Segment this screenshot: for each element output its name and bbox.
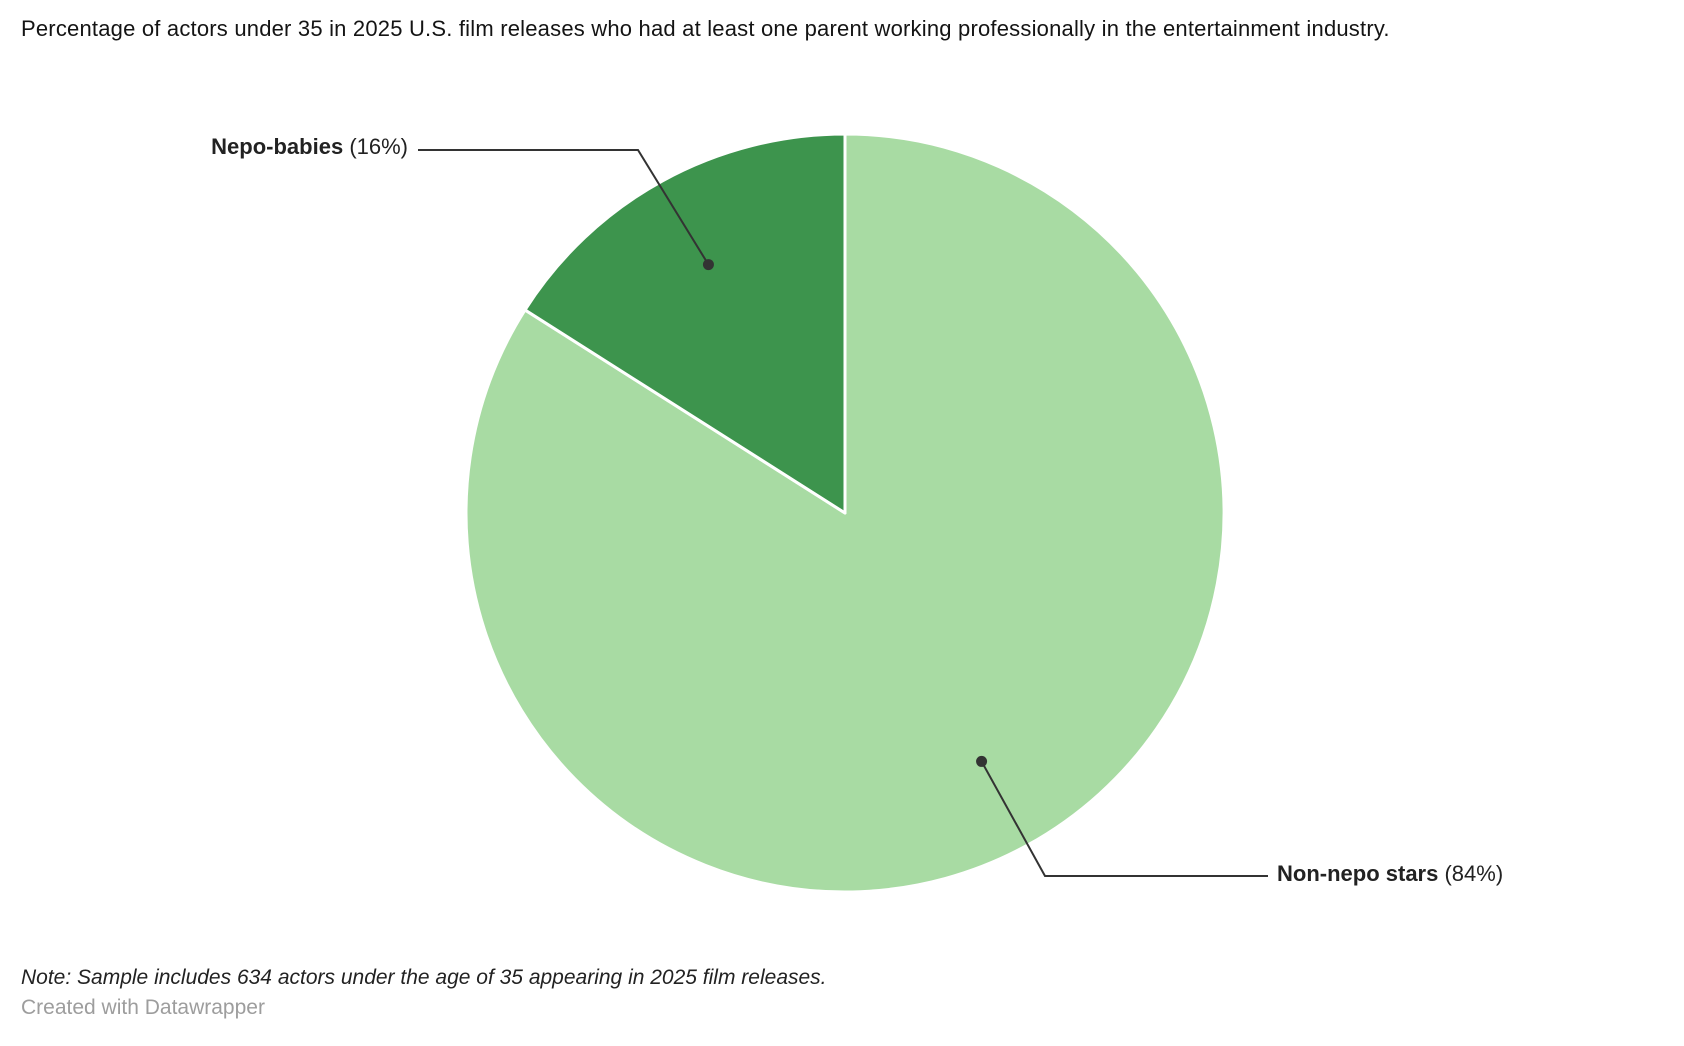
- slice-label-nepo-babies: Nepo-babies (16%): [211, 134, 408, 160]
- label-anchor-dot: [702, 259, 714, 271]
- slice-label-nepo-babies-name: Nepo-babies: [211, 134, 344, 159]
- label-anchor-dot: [976, 755, 988, 767]
- label-connector-line: [418, 149, 710, 266]
- slice-label-nepo-babies-value: (16%): [349, 134, 408, 159]
- chart-note: Note: Sample includes 634 actors under t…: [21, 966, 827, 989]
- label-connector-line: [980, 760, 1268, 877]
- datawrapper-credit[interactable]: Created with Datawrapper: [21, 996, 265, 1019]
- slice-label-non-nepo-stars-value: (84%): [1444, 861, 1504, 886]
- pie-slice-nepo-babies[interactable]: [523, 132, 847, 515]
- chart-title: Percentage of actors under 35 in 2025 U.…: [21, 16, 1390, 41]
- slice-label-non-nepo-stars-name: Non-nepo stars: [1277, 861, 1439, 886]
- slice-label-non-nepo-stars: Non-nepo stars (84%): [1277, 861, 1503, 887]
